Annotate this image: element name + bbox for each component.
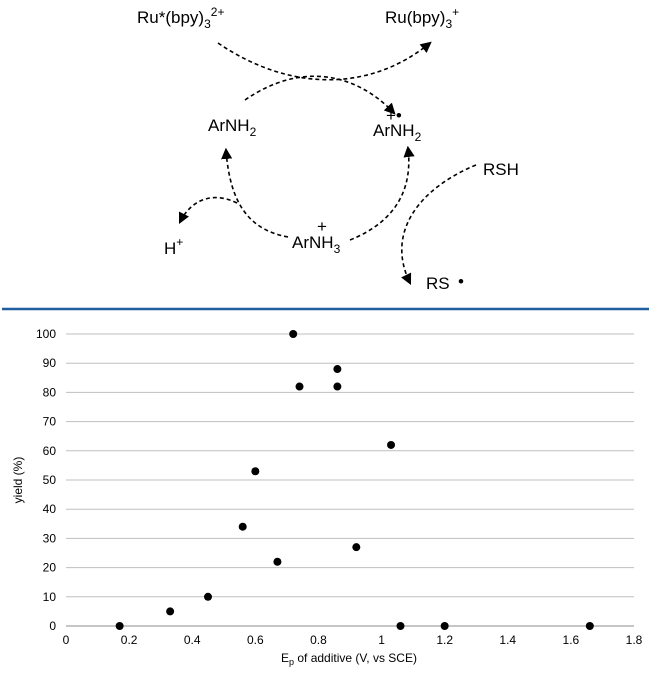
- y-tick-label: 40: [43, 502, 57, 516]
- y-tick-label: 30: [43, 531, 57, 545]
- scatter-chart: 0 10 20 30 40 50 60 70 80 90 100 0 0.2 0.4 0.6 0.8 1 1.2…: [11, 327, 643, 667]
- y-tick-labels: 0 10 20 30 40 50 60 70 80 90 100: [36, 327, 56, 633]
- data-point: [204, 592, 212, 601]
- thiol-label: RSH: [483, 160, 519, 179]
- y-tick-label: 10: [43, 590, 57, 604]
- arnh3-label: ArNH3: [292, 233, 341, 256]
- data-point: [289, 330, 298, 338]
- data-point: [251, 467, 260, 476]
- proton-release-arrow: [178, 196, 238, 225]
- x-tick-labels: 0 0.2 0.4 0.6 0.8 1 1.2 1.4 1.6 1.8: [63, 633, 643, 647]
- hat-arrow: [349, 145, 415, 241]
- y-axis-label: yield (%): [11, 457, 25, 504]
- x-tick-label: 1.6: [563, 633, 580, 647]
- proton-label: H+: [164, 235, 183, 258]
- y-tick-label: 70: [43, 415, 57, 429]
- x-tick-label: 1.8: [626, 633, 643, 647]
- thiol-arrow: [401, 164, 477, 286]
- data-point: [396, 622, 405, 630]
- thiyl-dot: •: [458, 272, 464, 291]
- data-points: [115, 330, 594, 630]
- data-point: [352, 543, 361, 552]
- deprotonation-arrow: [221, 147, 289, 238]
- arnh2-label: ArNH2: [208, 116, 257, 139]
- x-tick-label: 0.6: [247, 633, 264, 647]
- ru-quench-arrow: [217, 41, 432, 81]
- data-point: [115, 622, 124, 630]
- y-tick-label: 90: [43, 356, 57, 370]
- ru-excited-label: Ru*(bpy)32+: [137, 5, 224, 31]
- y-tick-label: 0: [49, 619, 56, 633]
- x-tick-label: 0.4: [184, 633, 201, 647]
- x-tick-label: 0.8: [310, 633, 327, 647]
- data-point: [166, 607, 175, 616]
- y-tick-label: 60: [43, 444, 57, 458]
- thiyl-label: RS: [426, 274, 450, 293]
- data-point: [273, 557, 282, 566]
- x-axis-label: Ep of additive (V, vs SCE): [281, 651, 417, 667]
- data-point: [295, 382, 304, 391]
- arnh3-charge: +: [317, 217, 327, 236]
- y-gridlines: [66, 333, 634, 598]
- x-tick-label: 0.2: [121, 633, 138, 647]
- data-point: [440, 622, 449, 630]
- y-tick-label: 80: [43, 385, 57, 399]
- x-tick-label: 1.4: [499, 633, 516, 647]
- radical-cation-label: ArNH2: [373, 121, 422, 144]
- x-tick-label: 1.2: [436, 633, 453, 647]
- data-point: [387, 440, 396, 449]
- data-point: [238, 522, 247, 531]
- data-point: [333, 382, 342, 391]
- y-tick-label: 50: [43, 473, 57, 487]
- reaction-scheme: Ru*(bpy)32+ Ru(bpy)3+ ArNH2 +• ArNH2 + A…: [137, 5, 519, 293]
- data-point: [333, 365, 342, 374]
- y-tick-label: 100: [36, 327, 56, 341]
- electron-transfer-arrow: [244, 75, 396, 115]
- y-tick-label: 20: [43, 561, 57, 575]
- x-tick-label: 0: [63, 633, 70, 647]
- x-tick-label: 1: [378, 633, 385, 647]
- data-point: [585, 622, 594, 630]
- ru-reduced-label: Ru(bpy)3+: [385, 5, 459, 31]
